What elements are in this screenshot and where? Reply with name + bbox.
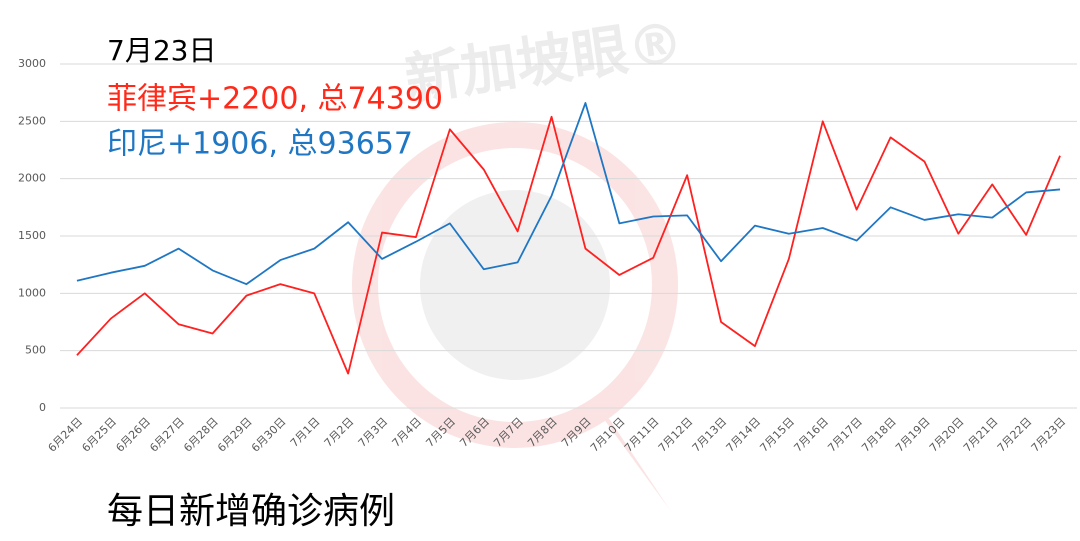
x-tick-label: 6月26日 [113, 415, 153, 455]
x-tick-label: 7月19日 [893, 415, 933, 455]
x-tick-label: 6月24日 [46, 415, 86, 455]
x-tick-label: 6月28日 [181, 415, 221, 455]
annotation: 印尼+1906, 总93657 [107, 127, 413, 162]
x-tick-label: 6月29日 [215, 415, 255, 455]
x-tick-label: 7月20日 [927, 415, 967, 455]
y-tick-label: 1500 [18, 229, 46, 242]
watermark-ring [352, 122, 678, 448]
x-tick-label: 7月22日 [995, 415, 1035, 455]
x-tick-label: 7月11日 [622, 415, 662, 455]
y-tick-label: 500 [25, 344, 46, 357]
series-line [76, 102, 1061, 286]
x-tick-label: 7月2日 [322, 415, 357, 450]
x-tick-label: 7月23日 [1029, 415, 1069, 455]
x-tick-label: 6月25日 [79, 415, 119, 455]
y-tick-label: 2000 [18, 172, 46, 185]
chart-subtitle: 每日新增确诊病例 [107, 491, 395, 532]
x-tick-label: 7月12日 [656, 415, 696, 455]
y-tick-label: 0 [39, 401, 46, 414]
x-tick-label: 7月13日 [690, 415, 730, 455]
x-tick-label: 7月16日 [791, 415, 831, 455]
y-tick-label: 1000 [18, 286, 46, 299]
x-tick-label: 7月18日 [859, 415, 899, 455]
x-tick-label: 7月15日 [757, 415, 797, 455]
x-tick-label: 7月21日 [961, 415, 1001, 455]
x-tick-label: 7月17日 [825, 415, 865, 455]
annotation: 菲律宾+2200, 总74390 [107, 82, 443, 117]
x-tick-label: 7月14日 [724, 415, 764, 455]
y-tick-label: 3000 [18, 57, 46, 70]
x-tick-label: 6月30日 [249, 415, 289, 455]
y-tick-label: 2500 [18, 114, 46, 127]
watermark-tail [590, 400, 670, 510]
x-tick-label: 7月3日 [356, 415, 391, 450]
chart-title: 7月23日 [107, 34, 216, 67]
x-tick-label: 6月27日 [147, 415, 187, 455]
x-tick-label: 7月4日 [390, 415, 425, 450]
x-tick-label: 7月1日 [288, 415, 323, 450]
watermark-text: 新加坡眼® [401, 10, 687, 113]
watermark [352, 122, 678, 510]
watermark-dot [420, 190, 610, 380]
series-line [76, 115, 1061, 375]
